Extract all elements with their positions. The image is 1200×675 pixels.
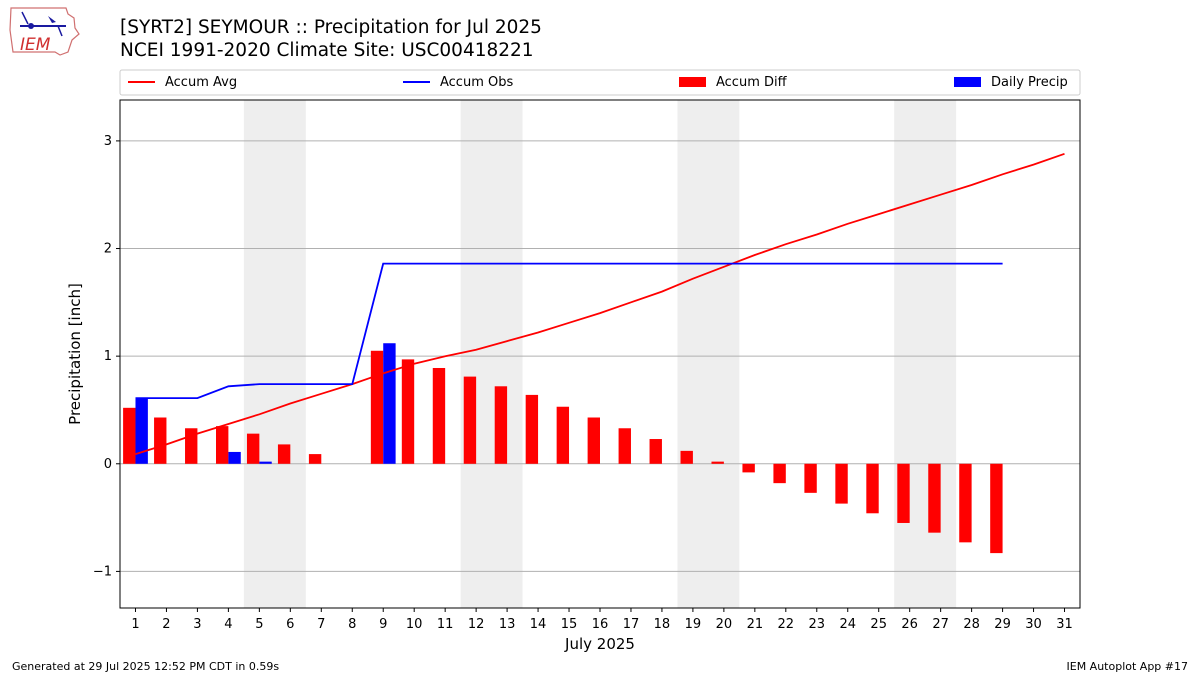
x-tick-label: 7 (317, 617, 325, 632)
x-tick-label: 25 (870, 617, 887, 632)
x-tick-label: 3 (193, 617, 201, 632)
legend-daily-precip-label: Daily Precip (991, 75, 1068, 90)
x-tick-label: 10 (406, 617, 423, 632)
legend-daily-precip-swatch (954, 77, 981, 87)
legend: Accum Avg Accum Obs Accum Diff Daily Precip (119, 69, 1081, 96)
accum-diff-bar (711, 461, 724, 464)
x-tick-label: 12 (468, 617, 485, 632)
weekend-band (243, 100, 306, 608)
x-tick-label: 14 (530, 617, 547, 632)
accum-diff-bar (556, 406, 570, 464)
accum-diff-bar (866, 463, 879, 514)
accum-diff-bar (277, 444, 291, 464)
y-tick-label: 0 (104, 457, 112, 472)
daily-precip-bar (383, 343, 396, 464)
x-tick-label: 24 (839, 617, 856, 632)
x-tick-label: 22 (778, 617, 795, 632)
accum-diff-bar (587, 417, 600, 464)
daily-precip-bar (259, 461, 272, 464)
accum-diff-bar (308, 454, 322, 464)
legend-accum-diff-label: Accum Diff (716, 75, 788, 90)
weekend-shading (243, 100, 957, 608)
accum-diff-bar (618, 428, 631, 464)
legend-accum-diff-swatch (679, 77, 706, 87)
y-tick-label: 1 (104, 349, 112, 364)
accum-diff-bar (246, 433, 260, 464)
accum-diff-bar (494, 386, 508, 464)
chart-subtitle: NCEI 1991-2020 Climate Site: USC00418221 (120, 40, 534, 61)
accum-diff-bar (835, 463, 848, 504)
x-tick-label: 28 (963, 617, 980, 632)
bars (123, 343, 1003, 554)
x-tick-label: 2 (162, 617, 170, 632)
x-tick-label: 17 (623, 617, 640, 632)
x-tick-label: 13 (499, 617, 516, 632)
x-tick-label: 5 (255, 617, 263, 632)
x-tick-label: 1 (131, 617, 139, 632)
accum-diff-bar (649, 439, 662, 464)
accum-diff-bar (773, 463, 786, 484)
legend-accum-obs-label: Accum Obs (440, 75, 513, 90)
accum-diff-bar (928, 463, 941, 533)
x-tick-label: 11 (437, 617, 454, 632)
accum-diff-bar (742, 463, 755, 473)
y-tick-label: −1 (93, 564, 112, 579)
x-tick-label: 19 (685, 617, 702, 632)
accum-diff-bar (897, 463, 910, 523)
iem-logo-icon: IEM (9, 7, 80, 56)
daily-precip-bar (228, 451, 241, 464)
accum-diff-bar (990, 463, 1003, 554)
app-credit: IEM Autoplot App #17 (1066, 660, 1189, 673)
x-tick-label: 8 (348, 617, 356, 632)
accum-avg-line (135, 152, 1065, 455)
weekend-band (894, 100, 957, 608)
accum-diff-bar (401, 359, 415, 464)
legend-accum-avg-label: Accum Avg (165, 75, 237, 90)
x-tick-label: 20 (716, 617, 733, 632)
daily-precip-bar (135, 398, 148, 464)
accum-diff-bar (154, 417, 167, 464)
accum-diff-bar (216, 426, 229, 464)
accum-diff-bar (804, 463, 817, 493)
generated-timestamp: Generated at 29 Jul 2025 12:52 PM CDT in… (12, 660, 280, 673)
y-axis-label: Precipitation [inch] (66, 283, 84, 425)
x-tick-label: 30 (1025, 617, 1042, 632)
accum-diff-bar (959, 463, 972, 543)
x-tick-label: 26 (901, 617, 918, 632)
x-tick-label: 4 (224, 617, 232, 632)
weekend-band (677, 100, 740, 608)
accum-diff-bar (370, 350, 384, 464)
weekend-band (460, 100, 523, 608)
x-tick-label: 29 (994, 617, 1011, 632)
accum-diff-bar (463, 376, 477, 464)
x-tick-label: 23 (809, 617, 826, 632)
y-tick-label: 3 (104, 134, 112, 149)
x-tick-label: 27 (932, 617, 949, 632)
accum-obs-line (135, 262, 1003, 400)
x-tick-label: 15 (561, 617, 578, 632)
x-tick-label: 21 (747, 617, 764, 632)
x-tick-label: 9 (379, 617, 387, 632)
x-tick-label: 16 (592, 617, 609, 632)
accum-diff-bar (525, 394, 539, 464)
accum-diff-bar (432, 367, 446, 464)
x-tick-label: 31 (1056, 617, 1073, 632)
chart-title: [SYRT2] SEYMOUR :: Precipitation for Jul… (120, 17, 542, 38)
accum-diff-bar (680, 450, 693, 464)
x-tick-label: 6 (286, 617, 294, 632)
accum-diff-bar (123, 407, 136, 464)
logo-text: IEM (20, 35, 51, 55)
x-tick-label: 18 (654, 617, 671, 632)
x-axis-label: July 2025 (564, 635, 635, 653)
lines (135, 152, 1065, 455)
y-tick-label: 2 (104, 242, 112, 257)
